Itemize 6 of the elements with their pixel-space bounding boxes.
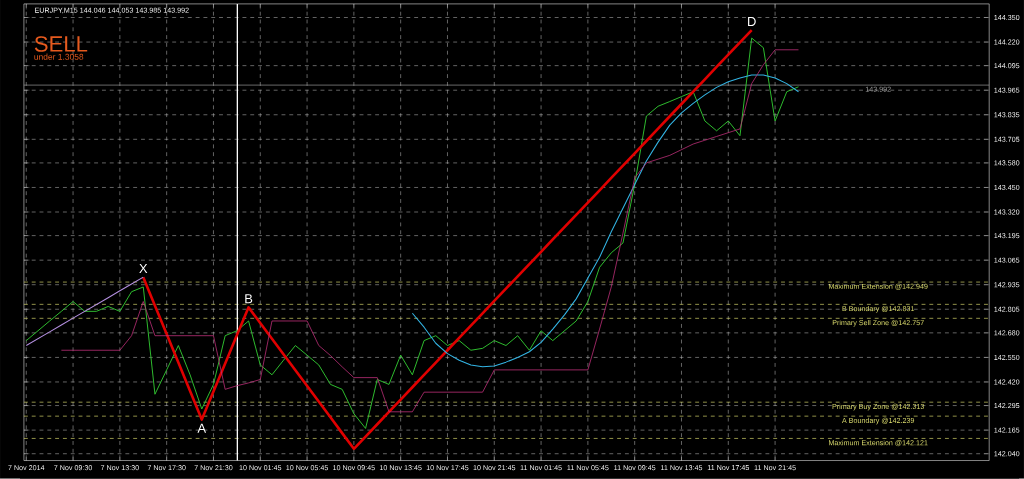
- annotation: D: [748, 17, 756, 27]
- annotation: X: [139, 264, 148, 274]
- annotation: SELL: [34, 36, 88, 52]
- annotation: B: [245, 294, 253, 304]
- annotation: under 1.3058: [34, 53, 84, 60]
- annotation: A: [197, 423, 207, 433]
